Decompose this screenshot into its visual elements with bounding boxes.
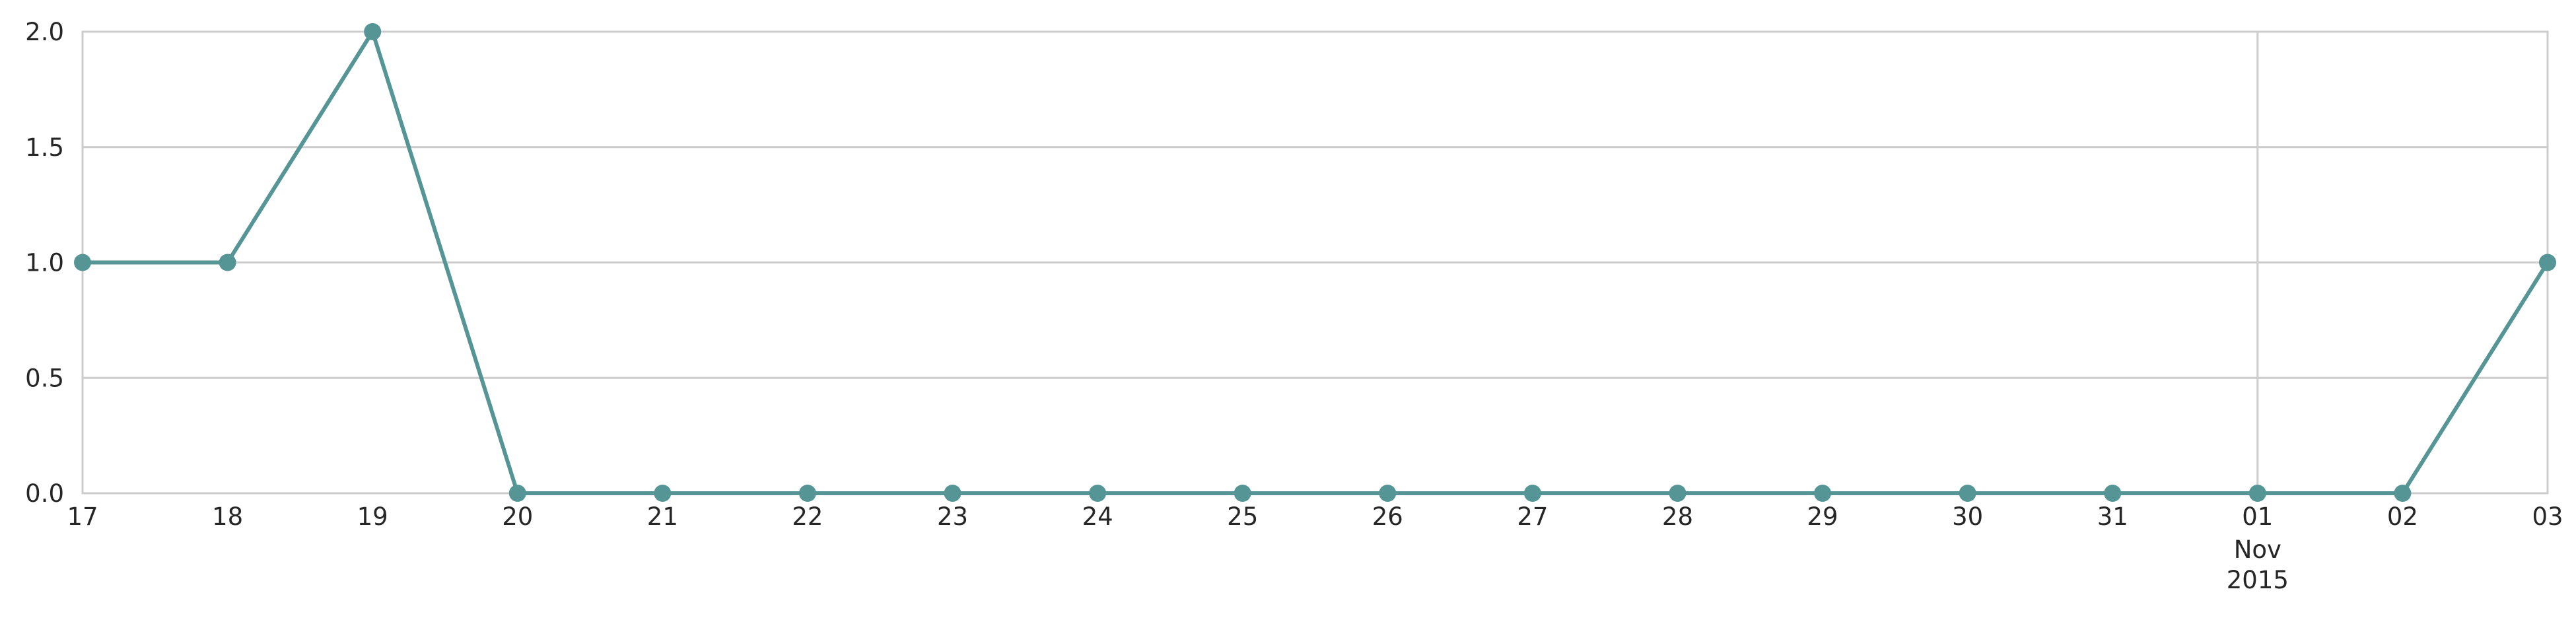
x-tick-label: 01 [2242, 502, 2273, 531]
data-point [798, 485, 816, 502]
y-axis-tick-labels: 0.0 0.5 1.0 1.5 2.0 [25, 18, 64, 508]
x-tick-label: 03 [2532, 502, 2563, 531]
x-tick-label: 24 [1082, 502, 1113, 531]
x-tick-label: 02 [2387, 502, 2418, 531]
y-tick-label: 0.0 [25, 479, 64, 508]
x-tick-label: 30 [1952, 502, 1983, 531]
x-tick-label: 17 [67, 502, 98, 531]
x-tick-label: 27 [1517, 502, 1548, 531]
data-point [508, 485, 526, 502]
x-tick-label: 21 [647, 502, 678, 531]
grid-lines [83, 30, 2548, 495]
data-point [1669, 485, 1687, 502]
data-point [2248, 485, 2266, 502]
y-tick-label: 2.0 [25, 18, 64, 46]
data-point [944, 485, 961, 502]
data-point [1814, 485, 1832, 502]
data-point [74, 254, 91, 271]
y-tick-label: 1.5 [25, 133, 64, 162]
x-axis-tick-labels: 17 18 19 20 21 22 23 24 25 26 27 28 29 30 31 01 02 03 Nov2… [67, 502, 2563, 594]
y-tick-label: 0.5 [25, 364, 64, 392]
data-point [1234, 485, 1251, 502]
x-secondary-label: Nov [2234, 535, 2281, 564]
series-line-0 [81, 30, 2550, 495]
x-tick-label: 28 [1662, 502, 1693, 531]
x-secondary-label: 2015 [2227, 566, 2289, 594]
x-tick-label: 26 [1372, 502, 1403, 531]
x-tick-label: 29 [1807, 502, 1838, 531]
data-point [1523, 485, 1541, 502]
series-group [74, 23, 2556, 502]
data-point [2539, 254, 2556, 271]
y-tick-label: 1.0 [25, 249, 64, 277]
x-tick-label: 25 [1227, 502, 1258, 531]
data-point [219, 254, 236, 271]
x-tick-label: 18 [212, 502, 243, 531]
x-tick-label: 31 [2097, 502, 2128, 531]
data-point [654, 485, 672, 502]
data-point [2104, 485, 2122, 502]
data-point [1089, 485, 1107, 502]
data-point [364, 23, 382, 40]
data-point [1379, 485, 1397, 502]
data-point [2394, 485, 2412, 502]
x-tick-label: 19 [357, 502, 388, 531]
x-tick-label: 23 [937, 502, 968, 531]
data-point [1959, 485, 1976, 502]
x-tick-label: 22 [792, 502, 823, 531]
x-tick-label: 20 [502, 502, 533, 531]
